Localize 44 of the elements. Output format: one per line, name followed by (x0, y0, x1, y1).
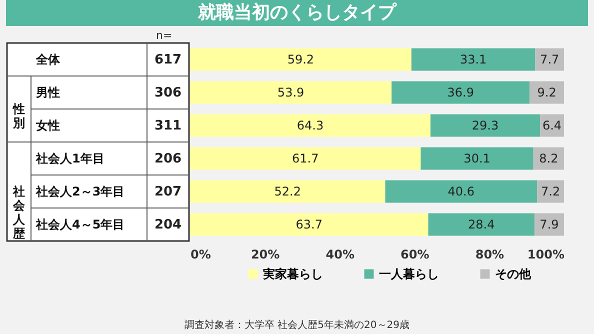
x-tick-label: 80% (475, 248, 504, 262)
x-tick-label: 60% (400, 248, 430, 262)
text: n= (156, 29, 172, 42)
text: 306 (154, 86, 182, 100)
x-tick-label: 40% (326, 248, 354, 262)
data-label: 40.6 (448, 184, 475, 198)
y-tick-label: 全体 (35, 52, 61, 66)
data-label: 30.1 (464, 152, 490, 166)
data-label: 64.3 (296, 118, 324, 132)
y-tick-label: 男性 (35, 86, 60, 100)
text: 206 (154, 152, 182, 166)
data-label: 7.9 (540, 218, 559, 232)
text: 調査対象者：大学卒 社会人歴5年未満の20～29歳 (184, 318, 410, 332)
text: 204 (154, 218, 182, 232)
data-label: 9.2 (537, 86, 556, 100)
data-label: 8.2 (539, 152, 558, 166)
data-label: 33.1 (460, 52, 487, 66)
x-tick-label: 20% (250, 248, 280, 262)
data-label: 52.2 (274, 184, 301, 198)
data-label: 7.7 (540, 52, 560, 66)
data-label: 7.2 (540, 184, 560, 198)
data-label: 59.2 (287, 52, 314, 66)
data-label: 6.4 (542, 118, 562, 132)
y-tick-label: 社会人4～5年目 (35, 218, 125, 232)
data-label: 36.9 (447, 86, 474, 100)
x-tick-label: 100% (527, 248, 564, 262)
legend-label: その他 (495, 267, 532, 281)
legend-label: 一人暮らし (379, 267, 439, 281)
text: 311 (154, 118, 182, 134)
text: 社会人歴 (12, 184, 26, 240)
y-tick-label: 社会人1年目 (35, 152, 104, 166)
data-label: 63.7 (296, 218, 322, 232)
data-label: 61.7 (292, 152, 319, 166)
data-label: 28.4 (468, 218, 495, 232)
text: 617 (154, 52, 182, 68)
x-tick-label: 0% (190, 248, 211, 262)
data-label: 29.3 (472, 118, 499, 132)
chart-title: 就職当初のくらしタイプ (6, 0, 588, 26)
y-tick-label: 女性 (35, 118, 60, 132)
text: 性別 (12, 102, 25, 130)
legend-label: 実家暮らし (262, 267, 323, 281)
text: 207 (154, 184, 182, 200)
data-label: 53.9 (277, 86, 304, 100)
y-tick-label: 社会人2～3年目 (35, 184, 125, 198)
